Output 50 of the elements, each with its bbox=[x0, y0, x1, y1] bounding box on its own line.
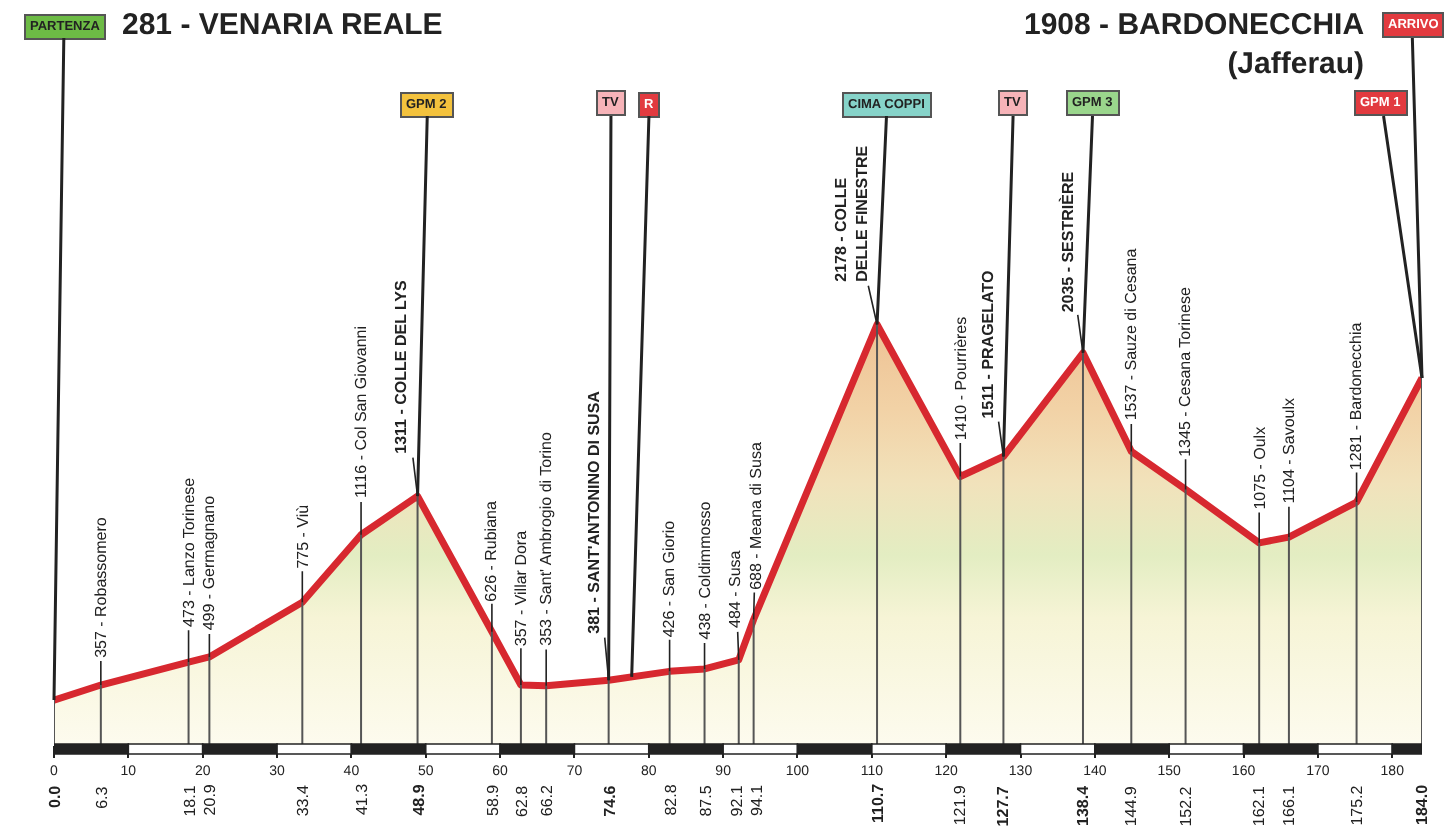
x-tick-label: 6.3 bbox=[92, 785, 111, 809]
data-label: 438 - Coldimmosso bbox=[695, 500, 714, 640]
data-label: 626 - Rubiana bbox=[482, 500, 501, 602]
x-tick-label: 74.6 bbox=[600, 784, 619, 817]
data-label: 1345 - Cesana Torinese bbox=[1176, 286, 1195, 457]
x-tick-label: 110.7 bbox=[869, 782, 888, 824]
x-tick-label: 48.9 bbox=[409, 783, 428, 816]
data-label: 2035 - SESTRIÈRE bbox=[1056, 170, 1077, 313]
x-tick-label: 20.9 bbox=[201, 783, 220, 816]
data-label: 1410 - Pourrières bbox=[952, 316, 971, 441]
data-label: 473 - Lanzo Torinese bbox=[180, 476, 199, 627]
x-tick-label: 121.9 bbox=[951, 784, 970, 826]
data-label: 1537 - Sauze di Cesana bbox=[1122, 247, 1141, 421]
x-tick-label: 175.2 bbox=[1347, 784, 1366, 826]
data-label: 1116 - Col San Giovanni bbox=[352, 325, 371, 498]
x-tick-label: 94.1 bbox=[747, 783, 766, 816]
data-label: 1311 - COLLE DEL LYS bbox=[392, 278, 411, 454]
chart-subtitle: 1908 - BARDONECCHIA (Jafferau) bbox=[1024, 8, 1365, 81]
x-tick-label: 18.1 bbox=[180, 784, 199, 817]
x-tick-label: 184.0 bbox=[1413, 783, 1431, 825]
data-label: 426 - San Giorio bbox=[659, 519, 678, 638]
x-tick-label: 82.8 bbox=[661, 783, 680, 816]
data-label: 2178 - COLLE DELLE FINESTRE bbox=[832, 144, 872, 282]
x-tick-label: 144.9 bbox=[1122, 785, 1141, 827]
data-label: 1075 - Oulx bbox=[1250, 426, 1269, 510]
data-label: 688 - Meana di Susa bbox=[746, 441, 765, 590]
data-label: 353 - Sant' Ambrogio di Torino bbox=[536, 431, 555, 646]
x-tick-label: 41.3 bbox=[353, 782, 372, 816]
data-label: 499 - Germagnano bbox=[200, 494, 219, 631]
x-tick-label: 138.4 bbox=[1073, 784, 1092, 826]
x-tick-label: 127.7 bbox=[994, 785, 1013, 827]
chart-title: 281 - VENARIA REALE bbox=[122, 8, 443, 42]
x-tick-label: 58.9 bbox=[483, 783, 502, 816]
data-label: 775 - Viù bbox=[294, 504, 313, 569]
x-tick-label: 33.4 bbox=[294, 784, 313, 817]
data-label: 1104 - Savoulx bbox=[1280, 398, 1299, 504]
x-tick-label: 162.1 bbox=[1250, 785, 1269, 827]
data-label: 1511 - PRAGELATO bbox=[979, 270, 998, 419]
x-tick-label: 62.8 bbox=[512, 784, 531, 817]
data-label: 484 - Susa bbox=[726, 549, 745, 628]
x-tick-label: 66.2 bbox=[538, 783, 557, 817]
x-tick-label: 92.1 bbox=[728, 784, 747, 817]
x-tick-label: 152.2 bbox=[1176, 785, 1195, 827]
x-tick-label: 166.1 bbox=[1279, 784, 1298, 826]
data-label: 357 - Robassomero bbox=[91, 516, 110, 658]
data-label: 1281 - Bardonecchia bbox=[1346, 321, 1365, 471]
x-tick-label: 87.5 bbox=[696, 784, 715, 817]
data-label: 357 - Villar Dora bbox=[511, 529, 530, 647]
x-tick-label: 0.0 bbox=[46, 784, 64, 808]
data-label: 381 - SANT'ANTONINO DI SUSA bbox=[584, 390, 603, 634]
